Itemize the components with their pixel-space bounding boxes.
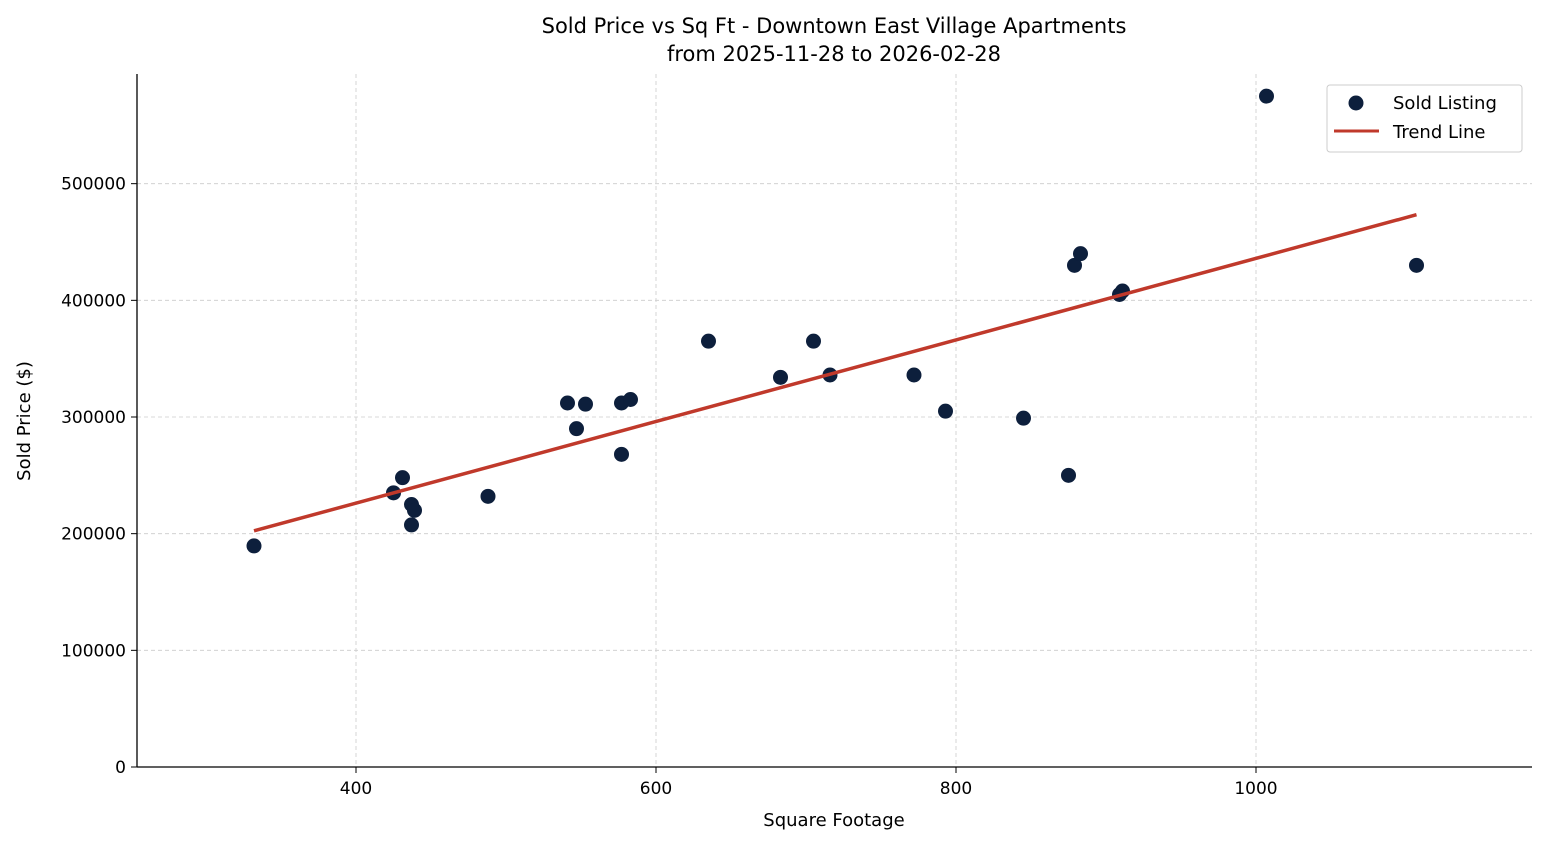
- y-tick-label: 500000: [61, 175, 126, 195]
- x-tick-label: 800: [940, 779, 972, 799]
- axis-ticks: 400 600 800 1000 0 100000 200000 300000 400000 50…: [61, 175, 1278, 799]
- y-tick-label: 300000: [61, 408, 126, 428]
- legend-label-sold-listing: Sold Listing: [1393, 93, 1497, 114]
- data-point: [480, 488, 496, 504]
- data-point: [1259, 88, 1274, 104]
- data-point: [1061, 467, 1076, 483]
- data-point: [1016, 410, 1031, 426]
- y-tick-label: 200000: [61, 525, 126, 545]
- y-tick-label: 0: [115, 758, 126, 778]
- legend: Sold Listing Trend Line: [1326, 84, 1523, 153]
- data-point: [246, 538, 262, 554]
- x-tick-label: 1000: [1234, 779, 1277, 799]
- legend-label-trend-line: Trend Line: [1392, 122, 1486, 143]
- chart-subtitle: from 2025-11-28 to 2026-02-28: [667, 42, 1001, 66]
- chart-title: Sold Price vs Sq Ft - Downtown East Vill…: [542, 14, 1127, 38]
- data-marks: [246, 88, 1424, 554]
- legend-marker-sold-listing: [1348, 95, 1364, 111]
- grid: [137, 74, 1532, 767]
- data-point: [938, 403, 953, 419]
- data-point: [578, 396, 593, 412]
- data-point: [623, 392, 638, 407]
- x-tick-label: 400: [340, 779, 372, 799]
- y-axis-label: Sold Price ($): [14, 361, 35, 481]
- data-point: [407, 502, 422, 518]
- data-point: [1409, 257, 1424, 273]
- y-tick-label: 100000: [61, 641, 126, 661]
- y-tick-label: 400000: [61, 291, 126, 311]
- legend-box: [1326, 84, 1523, 153]
- data-point: [614, 446, 629, 462]
- data-point: [1073, 246, 1088, 262]
- x-axis-label: Square Footage: [763, 810, 904, 831]
- data-point: [773, 369, 788, 385]
- data-point: [806, 333, 821, 349]
- data-point: [569, 421, 584, 437]
- data-point: [1067, 257, 1082, 273]
- data-point: [906, 367, 922, 383]
- data-point: [560, 395, 575, 411]
- data-point: [701, 333, 716, 349]
- x-tick-label: 600: [640, 779, 672, 799]
- trend-line: [253, 213, 1417, 533]
- data-point: [404, 517, 419, 533]
- data-point: [395, 470, 410, 486]
